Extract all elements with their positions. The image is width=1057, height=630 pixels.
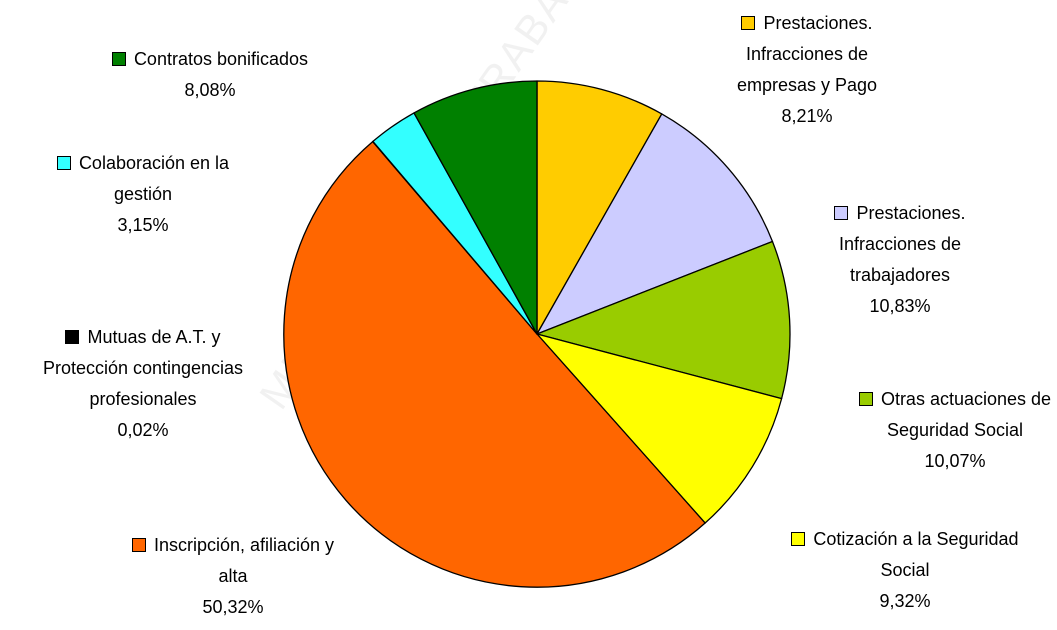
legend-entry-continued: Infracciones de: [647, 39, 967, 70]
slice-category-text: Cotización a la Seguridad: [813, 529, 1019, 549]
pie-slice-0: [536, 80, 663, 335]
legend-entry: Otras actuaciones de: [795, 384, 1057, 415]
slice-category-text: Infracciones de: [838, 234, 962, 254]
slice-label-0: Prestaciones. Infracciones de empresas y P…: [647, 8, 967, 132]
slice-category-text: Seguridad Social: [886, 420, 1024, 440]
legend-entry-continued: empresas y Pago: [647, 70, 967, 101]
legend-swatch: [858, 392, 873, 406]
pie-slice-4: [283, 140, 706, 588]
legend-entry: Prestaciones.: [740, 198, 1057, 229]
pie-slice-7: [413, 80, 538, 335]
legend-entry-continued: alta: [73, 561, 393, 592]
legend-entry: Inscripción, afiliación y: [73, 530, 393, 561]
slice-category-text: Social: [880, 560, 930, 580]
slice-value-label: 10,83%: [869, 296, 931, 316]
slice-value-label: 10,07%: [924, 451, 986, 471]
legend-swatch: [56, 156, 71, 170]
slice-value-label: 0,02%: [117, 420, 169, 440]
slice-category-text: alta: [218, 566, 248, 586]
slice-label-3: Cotización a la Seguridad Social 9,32%: [745, 524, 1057, 617]
legend-entry-continued: Infracciones de: [740, 229, 1057, 260]
slice-value-label: 8,21%: [781, 106, 833, 126]
slice-value-label: 8,08%: [184, 80, 236, 100]
legend-swatch: [65, 330, 80, 344]
legend-entry-continued: profesionales: [0, 384, 303, 415]
pie-slice-3: [536, 333, 783, 524]
slice-category-text: gestión: [113, 184, 173, 204]
slice-value-label: 3,15%: [117, 215, 169, 235]
legend-swatch: [131, 538, 146, 552]
legend-swatch: [834, 206, 849, 220]
slice-label-6: Colaboración en la gestión 3,15%: [0, 148, 303, 241]
slice-label-5: Mutuas de A.T. y Protección contingencias…: [0, 322, 303, 446]
slice-category-text: Contratos bonificados: [133, 49, 309, 69]
legend-swatch: [791, 532, 806, 546]
pie-slice-2: [536, 240, 791, 400]
legend-entry-continued: Protección contingencias: [0, 353, 303, 384]
legend-entry-continued: gestión: [0, 179, 303, 210]
slice-label-4: Inscripción, afiliación y alta 50,32%: [73, 530, 393, 623]
slice-category-text: Otras actuaciones de: [880, 389, 1052, 409]
legend-entry-continued: Social: [745, 555, 1057, 586]
slice-label-7: Contratos bonificados 8,08%: [50, 44, 370, 106]
slice-category-text: Protección contingencias: [42, 358, 244, 378]
slice-category-text: Inscripción, afiliación y: [153, 535, 335, 555]
slice-category-text: empresas y Pago: [736, 75, 878, 95]
slice-category-text: Prestaciones.: [856, 203, 966, 223]
slice-category-text: trabajadores: [849, 265, 951, 285]
slice-category-text: profesionales: [89, 389, 197, 409]
slice-value-label: 9,32%: [879, 591, 931, 611]
legend-entry: Prestaciones.: [647, 8, 967, 39]
legend-entry-continued: Seguridad Social: [795, 415, 1057, 446]
legend-entry: Cotización a la Seguridad: [745, 524, 1057, 555]
slice-category-text: Colaboración en la: [78, 153, 230, 173]
slice-category-text: Mutuas de A.T. y: [87, 327, 221, 347]
legend-entry: Colaboración en la: [0, 148, 303, 179]
slice-label-1: Prestaciones. Infracciones de trabajadores…: [740, 198, 1057, 322]
legend-entry-continued: trabajadores: [740, 260, 1057, 291]
legend-swatch: [741, 16, 756, 30]
legend-entry: Contratos bonificados: [50, 44, 370, 75]
slice-category-text: Infracciones de: [745, 44, 869, 64]
slice-category-text: Prestaciones.: [763, 13, 873, 33]
slice-label-2: Otras actuaciones de Seguridad Social 10,0…: [795, 384, 1057, 477]
slice-value-label: 50,32%: [202, 597, 264, 617]
legend-entry: Mutuas de A.T. y: [0, 322, 303, 353]
pie-slice-1: [536, 113, 774, 335]
legend-swatch: [111, 52, 126, 66]
